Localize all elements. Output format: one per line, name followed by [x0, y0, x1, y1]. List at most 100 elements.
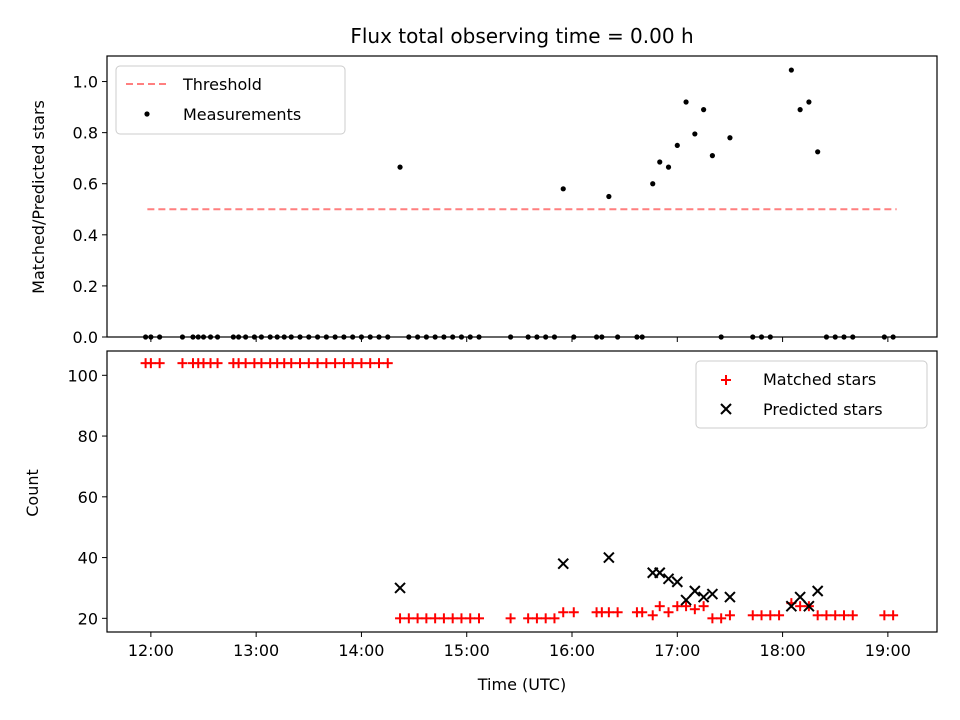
ratio-y-axis-label: Matched/Predicted stars — [29, 100, 48, 294]
predicted-star-point — [654, 567, 666, 579]
ratio-plot-frame — [106, 55, 938, 338]
matched-star-point — [403, 613, 414, 624]
predicted-star-point — [803, 600, 815, 612]
matched-star-point — [830, 610, 841, 621]
legend-matched-label: Matched stars — [763, 370, 876, 389]
matched-star-point — [716, 613, 727, 624]
matched-star-point — [474, 613, 485, 624]
matched-star-point — [847, 610, 858, 621]
ratio-y-tick-label: 1.0 — [73, 73, 98, 92]
matched-star-point — [879, 610, 890, 621]
matched-star-point — [637, 607, 648, 618]
ratio-ticks: 0.0 0.2 0.4 0.6 0.8 1.0 — [73, 73, 889, 347]
matched-star-point — [838, 610, 849, 621]
count-panel: Count Time (UTC) 12:00 13:00 14:00 15:00 16:… — [23, 350, 938, 694]
matched-star-point — [465, 613, 476, 624]
count-legend: Matched stars Predicted stars — [695, 360, 928, 429]
predicted-star-point — [724, 591, 736, 603]
ratio-panel: Flux total observing time = 0.00 h Match… — [29, 24, 938, 347]
count-ticks: 12:00 13:00 14:00 15:00 16:00 17:00 18:00 19:00… — [67, 366, 910, 660]
matched-star-point — [689, 604, 700, 615]
count-y-tick-label: 40 — [78, 549, 98, 568]
measurement-point — [650, 181, 656, 187]
count-y-axis-label: Count — [23, 469, 42, 517]
predicted-star-point — [557, 557, 569, 570]
x-tick-label: 13:00 — [233, 641, 279, 660]
ratio-legend: Threshold Measurements — [115, 65, 346, 135]
matched-star-point — [447, 613, 458, 624]
x-tick-label: 12:00 — [128, 641, 174, 660]
matched-star-point — [540, 613, 551, 624]
measurement-point — [657, 159, 663, 165]
matched-star-point — [412, 613, 423, 624]
legend-measurements-swatch — [144, 111, 150, 117]
matched-star-point — [338, 358, 349, 369]
measurement-point — [560, 186, 566, 192]
predicted-star-point — [603, 551, 615, 564]
predicted-star-point — [706, 588, 719, 600]
matched-star-point — [456, 613, 467, 624]
matched-star-point — [505, 613, 516, 624]
measurement-point — [806, 99, 812, 105]
x-tick-label: 18:00 — [760, 641, 806, 660]
measurement-point — [692, 131, 698, 137]
measurement-point — [397, 164, 403, 170]
matched-star-point — [373, 358, 384, 369]
ratio-legend-box — [115, 65, 346, 135]
matched-star-point — [256, 358, 267, 369]
predicted-star-point — [680, 594, 692, 606]
matched-star-point — [654, 601, 665, 612]
matched-star-point — [558, 607, 569, 618]
legend-measurements-label: Measurements — [183, 105, 301, 124]
matched-star-point — [747, 610, 758, 621]
x-tick-label: 16:00 — [549, 641, 595, 660]
matched-star-point — [295, 358, 306, 369]
ratio-y-tick-label: 0.0 — [73, 328, 98, 347]
matched-star-point — [707, 613, 718, 624]
ratio-y-tick-label: 0.4 — [73, 226, 98, 245]
measurement-point — [674, 142, 680, 149]
predicted-star-point — [794, 591, 806, 603]
matched-star-point — [303, 358, 314, 369]
x-tick-label: 14:00 — [338, 641, 384, 660]
ratio-y-tick-label: 0.8 — [73, 124, 98, 143]
matched-star-point — [438, 613, 449, 624]
ratio-y-tick-label: 0.6 — [73, 175, 98, 194]
legend-predicted-swatch — [720, 403, 732, 415]
measurement-point — [665, 164, 672, 170]
predicted-star-point — [785, 600, 798, 612]
matched-star-point — [347, 358, 358, 369]
measurement-point — [709, 153, 715, 159]
x-tick-label: 15:00 — [444, 641, 490, 660]
predicted-star-point — [697, 591, 710, 603]
predicted-star-point — [394, 582, 406, 594]
matched-star-point — [154, 358, 165, 369]
predicted-star-point — [811, 585, 824, 597]
measurement-point — [797, 107, 803, 113]
matched-star-point — [681, 601, 692, 612]
matched-star-point — [312, 358, 323, 369]
count-y-tick-label: 20 — [78, 609, 98, 628]
matched-star-point — [531, 613, 542, 624]
matched-star-point — [421, 613, 432, 624]
measurement-point — [701, 107, 707, 113]
matched-star-point — [321, 358, 332, 369]
ratio-marks — [143, 67, 897, 340]
matched-star-point — [177, 358, 188, 369]
predicted-star-point — [671, 576, 684, 588]
matched-star-point — [549, 613, 560, 624]
count-legend-box — [695, 360, 928, 429]
matched-star-point — [888, 610, 899, 621]
x-tick-label: 19:00 — [865, 641, 911, 660]
legend-matched-swatch — [721, 375, 731, 385]
matched-star-point — [756, 610, 767, 621]
count-y-tick-label: 100 — [67, 366, 98, 385]
count-y-tick-label: 80 — [78, 427, 98, 446]
ratio-chart-title: Flux total observing time = 0.00 h — [350, 24, 693, 48]
matched-star-point — [724, 610, 735, 621]
predicted-star-point — [689, 585, 701, 597]
matched-star-point — [698, 601, 709, 612]
matched-star-point — [812, 610, 823, 621]
matched-star-point — [774, 610, 785, 621]
